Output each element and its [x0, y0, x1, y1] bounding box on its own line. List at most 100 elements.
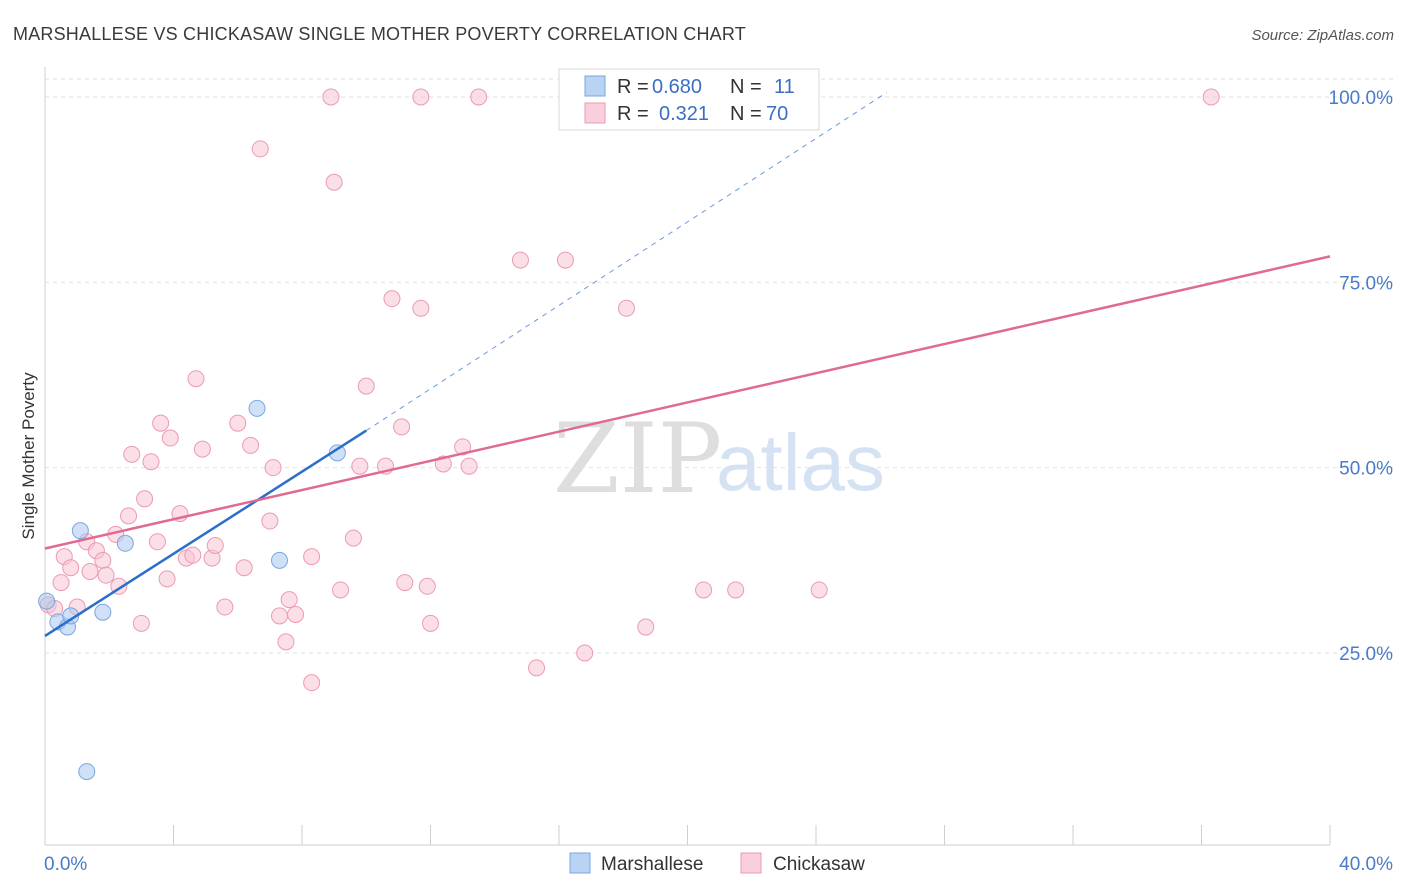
- legend-n-value-marshallese: 11: [774, 76, 795, 98]
- legend-swatch-chickasaw: [584, 102, 606, 124]
- point-marshallese: [94, 603, 112, 621]
- point-chickasaw: [271, 607, 289, 625]
- legend-n-label-marshallese: N =: [730, 76, 762, 98]
- bottom-legend-swatch-marshallese: [569, 852, 591, 874]
- point-chickasaw: [617, 299, 635, 317]
- point-chickasaw: [94, 551, 112, 569]
- point-chickasaw: [383, 290, 401, 308]
- point-chickasaw: [193, 440, 211, 458]
- point-chickasaw: [216, 598, 234, 616]
- point-chickasaw: [161, 429, 179, 447]
- point-chickasaw: [287, 605, 305, 623]
- legend-n-value-chickasaw: 70: [766, 103, 788, 125]
- point-marshallese: [116, 534, 134, 552]
- point-marshallese: [71, 522, 89, 540]
- point-chickasaw: [418, 577, 436, 595]
- point-chickasaw: [206, 537, 224, 555]
- legend-r-value-chickasaw: 0.321: [659, 103, 709, 125]
- points-marshallese: [38, 399, 346, 781]
- legend-r-label-chickasaw: R =: [617, 103, 649, 125]
- point-chickasaw: [332, 581, 350, 599]
- point-chickasaw: [810, 581, 828, 599]
- point-chickasaw: [136, 490, 154, 508]
- point-marshallese: [78, 763, 96, 781]
- chart-source: Source: ZipAtlas.com: [1251, 27, 1394, 44]
- point-chickasaw: [412, 88, 430, 106]
- axis-layer: [44, 67, 1331, 846]
- y-tick-label: 75.0%: [1339, 273, 1393, 294]
- point-marshallese: [62, 607, 80, 625]
- trend-chickasaw: [44, 255, 1331, 550]
- trend-marshallese-extension: [365, 92, 887, 432]
- point-chickasaw: [470, 88, 488, 106]
- point-chickasaw: [727, 581, 745, 599]
- point-chickasaw: [229, 414, 247, 432]
- y-tick-label: 25.0%: [1339, 644, 1393, 665]
- point-chickasaw: [637, 618, 655, 636]
- point-marshallese: [248, 399, 266, 417]
- trend-layer: [44, 92, 1331, 638]
- point-chickasaw: [142, 453, 160, 471]
- chart-title: MARSHALLESE VS CHICKASAW SINGLE MOTHER P…: [13, 24, 746, 44]
- bottom-legend-swatch-chickasaw: [740, 852, 762, 874]
- point-chickasaw: [261, 512, 279, 530]
- point-chickasaw: [187, 370, 205, 388]
- bottom-legend: Marshallese Chickasaw: [569, 852, 865, 875]
- point-chickasaw: [357, 377, 375, 395]
- point-chickasaw: [277, 633, 295, 651]
- point-marshallese: [271, 551, 289, 569]
- legend-swatch-marshallese: [584, 75, 606, 97]
- y-tick-label: 50.0%: [1339, 459, 1393, 480]
- trend-marshallese: [44, 429, 367, 638]
- point-chickasaw: [325, 173, 343, 191]
- legend-n-label-chickasaw: N =: [730, 103, 762, 125]
- bottom-legend-marshallese: Marshallese: [601, 854, 703, 875]
- watermark-atlas: atlas: [716, 418, 885, 507]
- ytick-layer: 25.0% 50.0% 75.0% 100.0%: [1329, 88, 1394, 665]
- point-chickasaw: [251, 140, 269, 158]
- point-chickasaw: [460, 457, 478, 475]
- point-chickasaw: [393, 418, 411, 436]
- legend-r-label-marshallese: R =: [617, 76, 649, 98]
- point-chickasaw: [264, 459, 282, 477]
- point-chickasaw: [528, 659, 546, 677]
- point-chickasaw: [322, 88, 340, 106]
- point-chickasaw: [152, 414, 170, 432]
- point-chickasaw: [454, 438, 472, 456]
- y-axis-label: Single Mother Poverty: [19, 372, 38, 540]
- point-chickasaw: [62, 559, 80, 577]
- point-chickasaw: [148, 533, 166, 551]
- point-chickasaw: [556, 251, 574, 269]
- x-tick-min: 0.0%: [44, 854, 87, 875]
- legend-r-value-marshallese: 0.680: [652, 76, 702, 98]
- point-chickasaw: [695, 581, 713, 599]
- point-chickasaw: [81, 562, 99, 580]
- stats-legend: R = 0.680 N = 11 R = 0.321 N = 70: [558, 68, 820, 131]
- point-chickasaw: [280, 591, 298, 609]
- point-chickasaw: [97, 566, 115, 584]
- point-chickasaw: [184, 546, 202, 564]
- point-chickasaw: [132, 614, 150, 632]
- point-chickasaw: [422, 614, 439, 632]
- point-chickasaw: [52, 574, 70, 592]
- y-tick-label: 100.0%: [1329, 88, 1394, 109]
- point-chickasaw: [242, 436, 260, 454]
- point-chickasaw: [235, 559, 253, 577]
- bottom-legend-chickasaw: Chickasaw: [773, 854, 865, 875]
- point-chickasaw: [158, 570, 176, 588]
- point-marshallese: [38, 592, 56, 610]
- point-chickasaw: [1202, 88, 1220, 106]
- point-chickasaw: [576, 644, 594, 662]
- point-chickasaw: [344, 529, 362, 547]
- point-chickasaw: [120, 507, 138, 525]
- point-chickasaw: [123, 445, 141, 463]
- point-chickasaw: [412, 299, 430, 317]
- point-chickasaw: [303, 548, 321, 566]
- point-chickasaw: [351, 457, 369, 475]
- x-tick-max: 40.0%: [1339, 854, 1393, 875]
- points-chickasaw: [39, 88, 1220, 692]
- point-chickasaw: [511, 251, 529, 269]
- point-chickasaw: [303, 674, 321, 692]
